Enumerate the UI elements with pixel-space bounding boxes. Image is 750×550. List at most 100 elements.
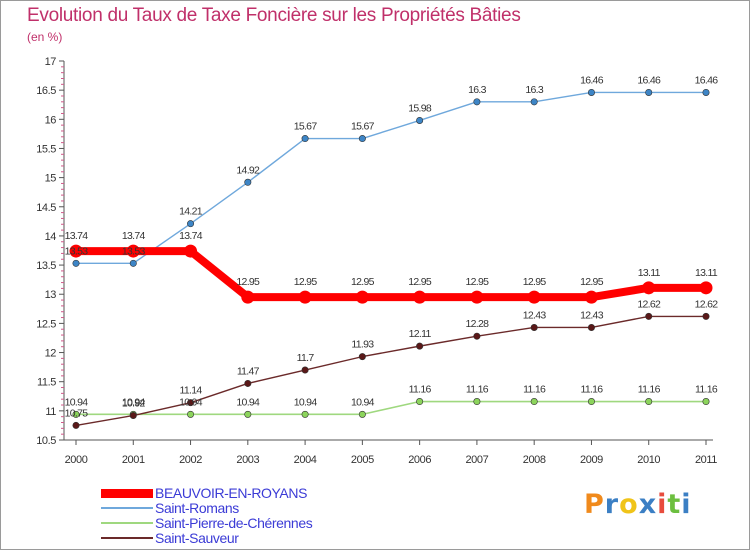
data-label-saint-romans: 15.98 [408, 102, 432, 114]
data-point-saint-sauveur [416, 342, 424, 350]
data-point-beauvoir-en-royans [470, 290, 484, 304]
data-label-saint-sauveur: 12.28 [466, 318, 490, 330]
data-point-saint-romans [530, 98, 538, 106]
logo-letter: o [619, 489, 639, 520]
data-label-saint-sauveur: 12.62 [695, 298, 719, 310]
legend-label: Saint-Sauveur [155, 530, 239, 546]
data-point-beauvoir-en-royans [355, 290, 369, 304]
data-point-saint-pierre-de-cherennes [587, 398, 595, 406]
data-point-saint-sauveur [358, 353, 366, 361]
data-label-beauvoir-en-royans: 13.74 [65, 230, 89, 242]
data-label-saint-pierre-de-cherennes: 11.16 [638, 384, 661, 396]
data-point-saint-romans [301, 135, 309, 143]
data-point-beauvoir-en-royans [241, 290, 255, 304]
data-point-saint-romans [645, 88, 653, 96]
data-label-saint-romans: 16.46 [637, 74, 661, 86]
data-point-saint-pierre-de-cherennes [72, 410, 80, 418]
x-tick-label: 2008 [523, 454, 546, 466]
series-line-beauvoir-en-royans [72, 247, 710, 302]
data-point-beauvoir-en-royans [413, 290, 427, 304]
chart-axes: 10.5 11 11.5 12 12.5 13 13.5 14 14.5 15 15.5 16 16.5… [36, 56, 718, 466]
chart-data-labels: 13.74 13.74 13.74 12.95 12.95 12.95 12.95 12.95… [65, 74, 719, 419]
y-tick-label: 14.5 [36, 202, 56, 214]
chart-series [69, 88, 713, 429]
data-label-beauvoir-en-royans: 12.95 [466, 276, 490, 288]
chart-title: Evolution du Taux de Taxe Foncière sur l… [27, 5, 521, 26]
data-label-beauvoir-en-royans: 12.95 [294, 276, 318, 288]
data-label-saint-sauveur: 11.7 [297, 352, 315, 364]
data-point-beauvoir-en-royans [699, 281, 713, 295]
logo-letter: r [604, 489, 620, 520]
data-point-beauvoir-en-royans [584, 290, 598, 304]
y-tick-label: 14 [45, 231, 57, 243]
data-point-saint-sauveur [187, 399, 195, 407]
legend-label: Saint-Romans [155, 500, 239, 516]
y-tick-label: 13.5 [36, 260, 56, 272]
data-label-saint-romans: 15.67 [294, 121, 318, 133]
data-label-saint-romans: 14.21 [179, 206, 203, 218]
y-tick-label: 16 [45, 114, 57, 126]
data-point-saint-pierre-de-cherennes [244, 410, 252, 418]
data-label-saint-pierre-de-cherennes: 10.94 [65, 396, 89, 408]
y-tick-label: 10.5 [36, 435, 56, 447]
legend-swatch [101, 522, 153, 524]
y-tick-label: 13 [45, 289, 57, 301]
legend-swatch [101, 537, 153, 539]
data-point-saint-romans [129, 259, 137, 267]
data-label-saint-sauveur: 10.92 [122, 398, 146, 410]
data-point-saint-pierre-de-cherennes [702, 398, 710, 406]
data-point-beauvoir-en-royans [642, 281, 656, 295]
data-label-saint-pierre-de-cherennes: 10.94 [351, 396, 375, 408]
data-label-saint-romans: 14.92 [236, 164, 260, 176]
data-label-saint-pierre-de-cherennes: 10.94 [294, 396, 318, 408]
data-point-saint-pierre-de-cherennes [473, 398, 481, 406]
data-label-saint-romans: 16.46 [580, 74, 604, 86]
data-label-saint-sauveur: 11.47 [237, 365, 260, 377]
data-point-saint-romans [72, 259, 80, 267]
data-label-saint-sauveur: 12.11 [409, 328, 432, 340]
data-label-saint-pierre-de-cherennes: 11.16 [523, 384, 546, 396]
data-point-saint-sauveur [645, 312, 653, 320]
logo-letter: i [657, 489, 668, 520]
data-label-beauvoir-en-royans: 13.74 [179, 230, 203, 242]
data-label-saint-pierre-de-cherennes: 10.94 [122, 396, 146, 408]
y-tick-label: 16.5 [36, 85, 56, 97]
data-point-beauvoir-en-royans [126, 244, 140, 258]
x-tick-label: 2003 [236, 454, 259, 466]
data-point-saint-sauveur [244, 379, 252, 387]
x-tick-label: 2010 [637, 454, 660, 466]
data-label-saint-romans: 13.53 [65, 245, 89, 257]
series-line-saint-sauveur [75, 315, 707, 427]
y-tick-label: 11.5 [37, 377, 56, 389]
data-point-saint-sauveur [301, 366, 309, 374]
x-tick-label: 2009 [580, 454, 603, 466]
y-tick-label: 15.5 [36, 143, 56, 155]
data-point-saint-sauveur [702, 312, 710, 320]
data-label-beauvoir-en-royans: 12.95 [236, 276, 260, 288]
data-label-saint-pierre-de-cherennes: 11.16 [580, 384, 603, 396]
logo-letter: i [681, 489, 692, 520]
logo-letter: t [667, 489, 682, 520]
data-label-saint-pierre-de-cherennes: 10.94 [179, 396, 203, 408]
data-label-saint-romans: 16.3 [468, 84, 486, 96]
data-point-saint-romans [244, 178, 252, 186]
x-tick-label: 2000 [65, 454, 88, 466]
data-label-beauvoir-en-royans: 12.95 [580, 276, 604, 288]
data-point-saint-pierre-de-cherennes [645, 398, 653, 406]
y-tick-label: 17 [45, 56, 57, 68]
data-label-saint-sauveur: 12.43 [523, 309, 547, 321]
data-point-saint-sauveur [129, 412, 137, 420]
x-tick-label: 2004 [294, 454, 317, 466]
data-point-saint-sauveur [473, 332, 481, 340]
data-label-saint-pierre-de-cherennes: 11.16 [409, 384, 432, 396]
data-point-saint-pierre-de-cherennes [416, 398, 424, 406]
data-point-saint-sauveur [72, 421, 80, 429]
data-label-saint-sauveur: 10.75 [65, 407, 89, 419]
data-point-beauvoir-en-royans [527, 290, 541, 304]
x-tick-label: 2011 [695, 454, 717, 466]
data-point-saint-romans [587, 88, 595, 96]
legend-label: BEAUVOIR-EN-ROYANS [155, 485, 308, 501]
data-label-beauvoir-en-royans: 12.95 [523, 276, 547, 288]
data-label-saint-sauveur: 12.43 [580, 309, 604, 321]
legend-swatch [101, 507, 153, 509]
